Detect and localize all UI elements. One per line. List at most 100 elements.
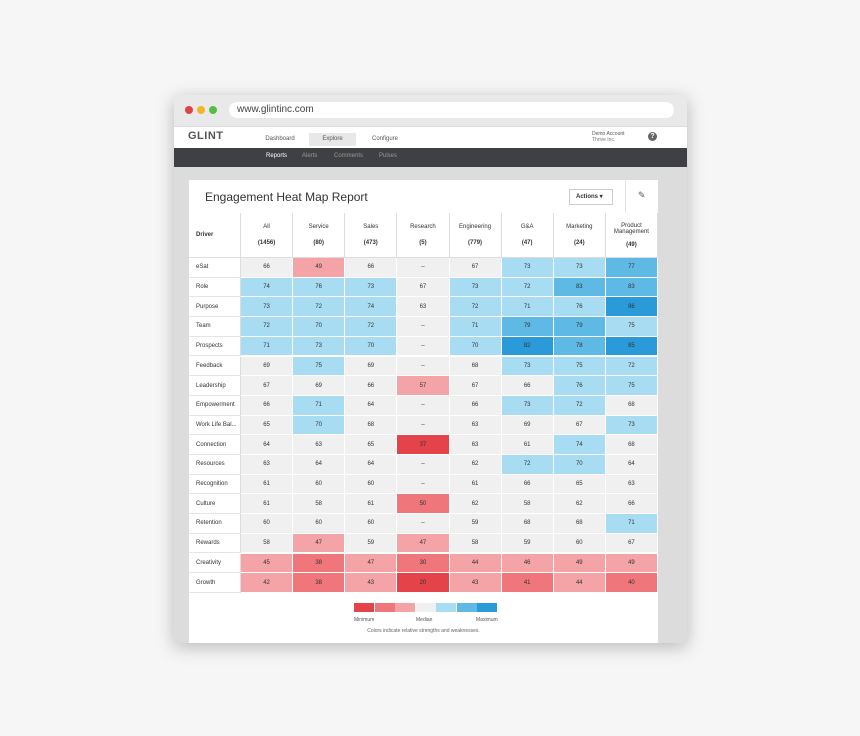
sub-tab[interactable]: Alerts: [302, 153, 318, 159]
heat-cell: 58: [293, 494, 346, 515]
heat-cell: 67: [449, 258, 502, 278]
legend-swatch: [354, 603, 374, 612]
column-count: (5): [419, 240, 427, 246]
driver-name: Resources: [189, 455, 241, 475]
heat-cell: 72: [501, 455, 554, 475]
sub-tab-active[interactable]: Reports: [266, 153, 288, 159]
heat-cell: 66: [501, 474, 554, 495]
heat-cell: 44: [553, 573, 606, 593]
heat-cell: 57: [397, 376, 450, 396]
heat-cell: 59: [501, 533, 554, 554]
column-header: Marketing (24): [553, 213, 606, 258]
heat-cell: 75: [605, 376, 658, 396]
sub-nav: [174, 148, 687, 167]
heat-cell: 61: [241, 474, 294, 495]
heat-cell: 70: [293, 415, 346, 436]
heat-cell: 73: [241, 297, 294, 318]
driver-name: Recognition: [189, 474, 241, 495]
heat-cell: --: [397, 356, 450, 377]
column-name: Service: [308, 224, 329, 230]
column-header: Research (5): [397, 213, 450, 258]
heat-cell: 66: [345, 376, 398, 396]
heat-cell: 76: [553, 376, 606, 396]
heat-cell: 73: [553, 258, 606, 278]
heat-cell: 66: [241, 258, 294, 278]
column-count: (779): [468, 240, 483, 246]
legend-swatch: [395, 603, 415, 612]
edit-icon[interactable]: ✎: [638, 190, 646, 200]
heat-cell: 58: [501, 494, 554, 515]
nav-tab[interactable]: Dashboard: [265, 136, 295, 142]
heat-cell: --: [397, 258, 450, 278]
heat-cell: 67: [605, 533, 658, 554]
heat-cell: 60: [293, 514, 346, 534]
maximize-dot[interactable]: [209, 106, 217, 114]
heat-cell: 74: [345, 297, 398, 318]
heat-cell: 74: [553, 435, 606, 455]
column-count: (24): [573, 240, 585, 246]
help-icon[interactable]: ?: [648, 132, 657, 141]
heat-cell: 73: [345, 277, 398, 298]
heat-cell: 73: [605, 415, 658, 436]
heat-cell: 82: [501, 336, 554, 357]
heat-cell: 41: [501, 573, 554, 593]
heat-cell: 64: [605, 455, 658, 475]
heat-cell: 63: [449, 415, 502, 436]
heat-cell: 73: [501, 395, 554, 416]
heat-cell: 42: [241, 573, 294, 593]
column-count: (1456): [257, 240, 276, 246]
heat-cell: 49: [605, 553, 658, 574]
legend-label: Median: [416, 617, 433, 623]
heat-cell: 77: [605, 258, 658, 278]
legend: [354, 603, 499, 612]
heat-cell: 73: [293, 336, 346, 357]
sub-tab[interactable]: Pulses: [379, 153, 398, 159]
actions-button[interactable]: Actions ▾: [569, 189, 613, 205]
heat-cell: 60: [553, 533, 606, 554]
heat-cell: 83: [605, 277, 658, 298]
heat-cell: 64: [241, 435, 294, 455]
heat-cell: 72: [449, 297, 502, 318]
heat-cell: 71: [241, 336, 294, 357]
heat-cell: 63: [241, 455, 294, 475]
account-name[interactable]: Demo Account: [592, 131, 625, 137]
heat-cell: 62: [449, 455, 502, 475]
driver-name: eSat: [189, 258, 241, 278]
heat-cell: 72: [345, 317, 398, 337]
heat-cell: 65: [241, 415, 294, 436]
column-name: Marketing: [566, 224, 593, 230]
heat-cell: 61: [345, 494, 398, 515]
heat-cell: 69: [501, 415, 554, 436]
legend-swatch: [436, 603, 456, 612]
driver-header: Driver: [189, 213, 241, 258]
legend-swatch: [456, 603, 477, 612]
heat-cell: 78: [553, 336, 606, 357]
heat-cell: 69: [345, 356, 398, 377]
heat-cell: 71: [449, 317, 502, 337]
heat-cell: 46: [501, 553, 554, 574]
heat-cell: 67: [553, 415, 606, 436]
heat-cell: 70: [293, 317, 346, 337]
heat-cell: --: [397, 514, 450, 534]
heat-cell: 60: [293, 474, 346, 495]
column-name: Product Management: [613, 222, 649, 235]
url-bar[interactable]: www.glintinc.com: [229, 102, 674, 118]
logo[interactable]: GLINT: [188, 130, 224, 142]
heat-cell: 71: [605, 514, 658, 534]
heat-cell: 69: [241, 356, 294, 377]
heat-cell: 74: [241, 277, 294, 298]
nav-tab[interactable]: Configure: [371, 136, 398, 142]
heat-cell: 63: [449, 435, 502, 455]
close-dot[interactable]: [185, 106, 193, 114]
sub-tab[interactable]: Comments: [334, 153, 364, 159]
heat-cell: 38: [293, 573, 346, 593]
heat-cell: 86: [605, 297, 658, 318]
heat-cell: 63: [605, 474, 658, 495]
heat-cell: 79: [553, 317, 606, 337]
nav-tab-active[interactable]: Explore: [309, 133, 356, 146]
minimize-dot[interactable]: [197, 106, 205, 114]
driver-name: Work Life Bal...: [189, 415, 241, 436]
heat-cell: 59: [345, 533, 398, 554]
divider: [625, 180, 626, 213]
driver-name: Rewards: [189, 533, 241, 554]
